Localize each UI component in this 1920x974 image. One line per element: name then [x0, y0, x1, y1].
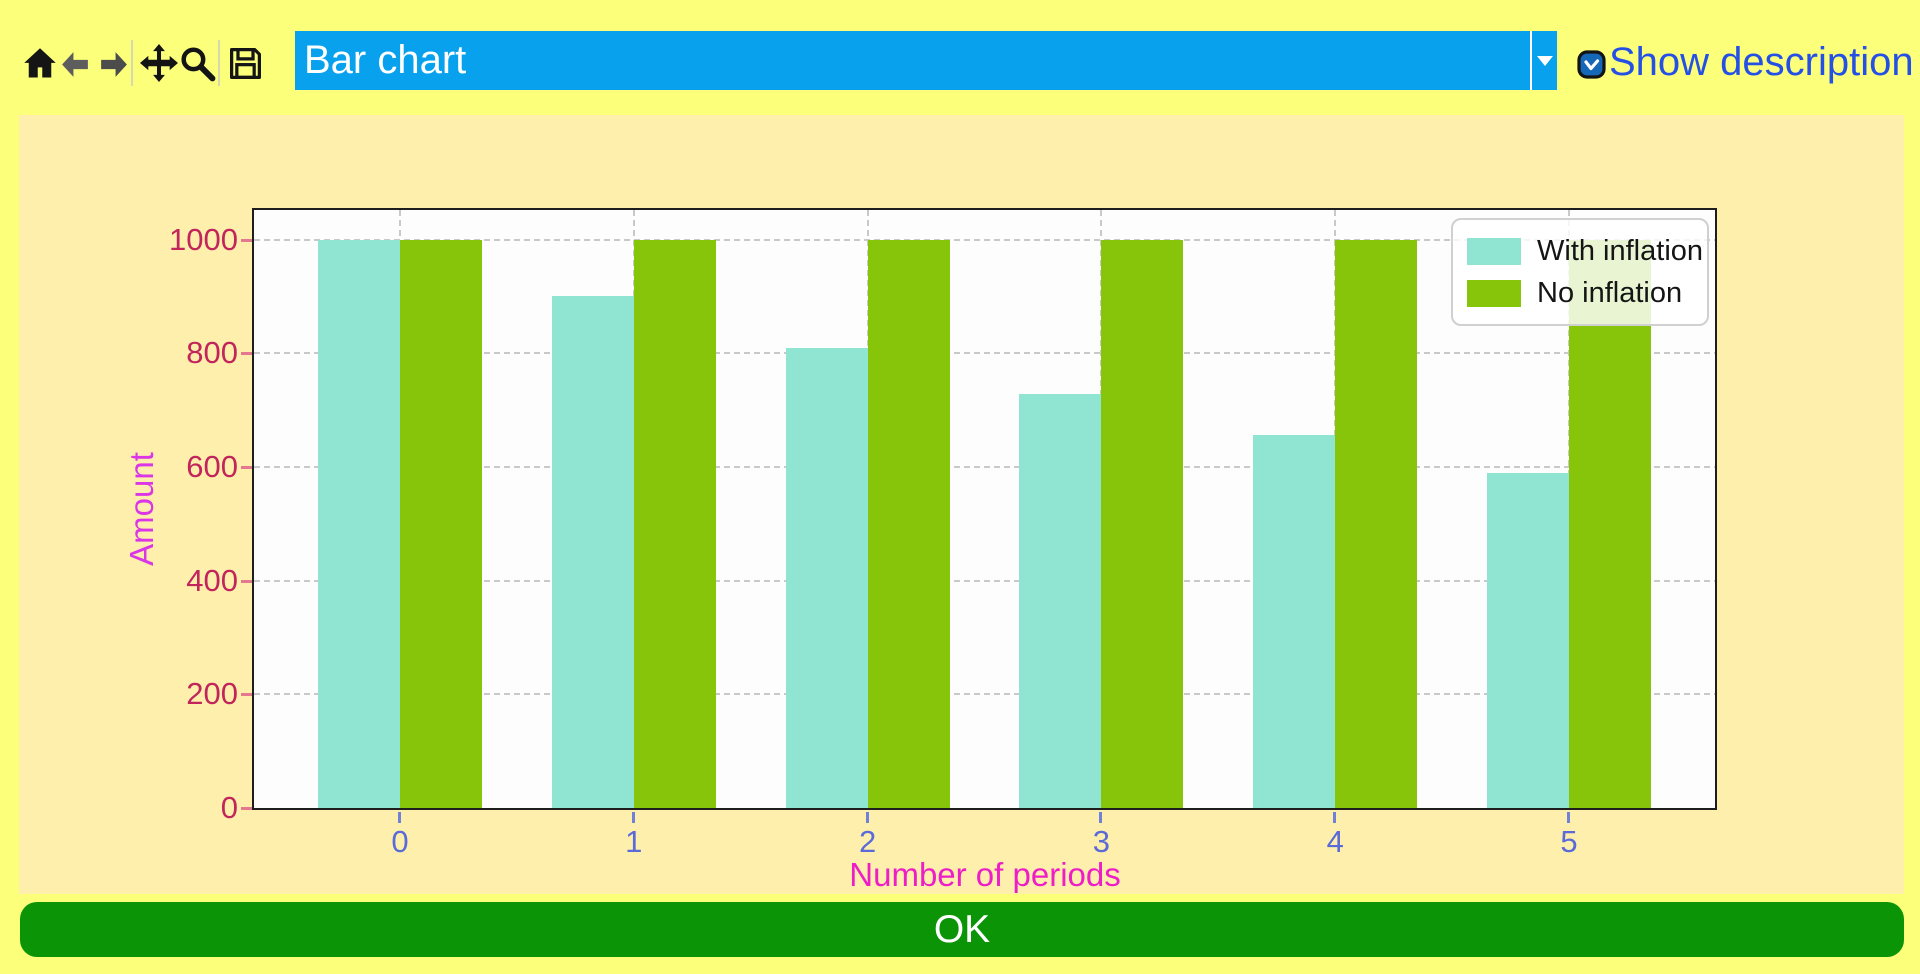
bar-with-inflation	[1253, 435, 1336, 808]
bar-no-inflation	[633, 239, 716, 808]
forward-icon[interactable]	[97, 48, 130, 81]
toolbar-separator	[131, 40, 133, 86]
plot-area[interactable]: With inflation No inflation	[252, 208, 1717, 810]
x-tick-label: 3	[1092, 824, 1111, 859]
x-tick-mark	[1567, 812, 1570, 823]
bar-no-inflation	[867, 239, 950, 808]
x-tick-mark	[1099, 812, 1103, 823]
combo-dropdown-button[interactable]	[1530, 31, 1557, 90]
show-description-toggle-icon[interactable]	[1577, 50, 1606, 79]
toolbar-separator	[218, 40, 220, 86]
legend-swatch	[1467, 279, 1521, 307]
x-tick-label: 2	[858, 824, 877, 859]
bar-with-inflation	[318, 239, 400, 808]
bar-with-inflation	[785, 347, 868, 808]
y-tick-mark	[241, 238, 252, 242]
x-tick-mark	[398, 812, 401, 823]
legend-label: With inflation	[1537, 234, 1704, 267]
y-tick-mark	[241, 352, 252, 356]
h-gridline	[254, 465, 1715, 468]
y-tick-label: 200	[186, 676, 238, 712]
chart-type-selected-value: Bar chart	[304, 38, 467, 82]
x-tick-label: 0	[391, 824, 409, 859]
x-tick-label: 4	[1326, 824, 1344, 859]
y-tick-mark	[241, 579, 252, 583]
show-description-link[interactable]: Show description	[1609, 39, 1914, 84]
y-tick-mark	[241, 807, 252, 810]
save-icon[interactable]	[227, 45, 264, 82]
y-axis-title: Amount	[123, 452, 160, 566]
bar-with-inflation	[1019, 393, 1102, 808]
x-axis-title: Number of periods	[849, 856, 1121, 893]
bar-no-inflation	[400, 239, 482, 808]
bar-no-inflation	[1101, 239, 1184, 808]
bar-with-inflation	[551, 296, 634, 808]
bar-no-inflation	[1569, 239, 1651, 808]
y-tick-mark	[241, 465, 252, 469]
h-gridline	[254, 693, 1715, 696]
legend-label: No inflation	[1537, 276, 1683, 309]
legend-item: With inflation	[1467, 230, 1703, 272]
legend-item: No inflation	[1467, 272, 1693, 314]
x-tick-label: 1	[625, 824, 643, 859]
chevron-down-icon	[1536, 55, 1553, 66]
legend-swatch	[1467, 237, 1521, 265]
y-tick-mark	[241, 693, 252, 697]
pan-icon[interactable]	[140, 44, 178, 82]
y-tick-label: 1000	[169, 221, 238, 257]
figure-canvas[interactable]: With inflation No inflation 0 200 400 600 800…	[19, 115, 1904, 894]
y-tick-label: 400	[186, 562, 238, 598]
h-gridline	[254, 579, 1715, 582]
back-icon[interactable]	[59, 48, 92, 81]
home-icon[interactable]	[22, 46, 58, 82]
bar-no-inflation	[1335, 239, 1418, 808]
y-tick-label: 800	[186, 335, 238, 371]
chart-type-select[interactable]: Bar chart	[295, 31, 1557, 90]
x-tick-mark	[1333, 812, 1337, 823]
bar-with-inflation	[1487, 472, 1569, 808]
x-tick-mark	[631, 812, 635, 823]
h-gridline	[254, 352, 1715, 355]
x-tick-mark	[865, 812, 869, 823]
zoom-icon[interactable]	[178, 44, 216, 82]
y-tick-label: 0	[220, 790, 238, 825]
ok-button[interactable]: OK	[20, 902, 1904, 957]
h-gridline	[254, 238, 1715, 241]
chart-legend: With inflation No inflation	[1451, 218, 1709, 326]
x-tick-label: 5	[1560, 824, 1578, 859]
y-tick-label: 600	[186, 448, 238, 484]
